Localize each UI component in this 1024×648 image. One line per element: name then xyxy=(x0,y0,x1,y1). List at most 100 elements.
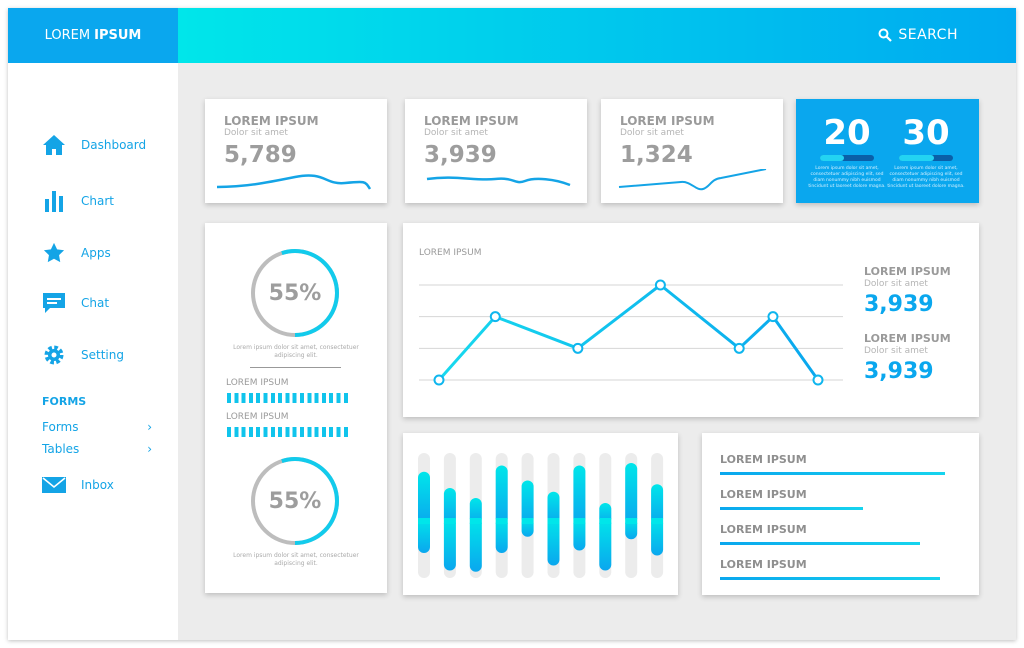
bar-label: LOREM IPSUM xyxy=(226,412,289,422)
gear-icon xyxy=(42,343,66,367)
bar-join xyxy=(573,518,586,524)
data-point xyxy=(433,374,445,386)
sidebar-item-tables[interactable]: Tables › xyxy=(42,442,152,456)
stat-title: LOREM IPSUM xyxy=(424,114,519,128)
search-button[interactable]: SEARCH xyxy=(878,27,958,43)
stat-title: LOREM IPSUM xyxy=(620,114,715,128)
bar-upper xyxy=(573,465,586,524)
stat-card: LOREM IPSUM Dolor sit amet 3,939 xyxy=(405,99,587,203)
sidebar: Dashboard Chart Apps Chat Setting FORMS … xyxy=(8,63,178,640)
stat-subtitle: Dolor sit amet xyxy=(224,128,288,138)
data-point xyxy=(767,311,779,323)
star-icon xyxy=(42,241,66,265)
forms-section-heading: FORMS xyxy=(42,395,87,408)
sidebar-item-label: Inbox xyxy=(81,478,114,492)
bar-lower xyxy=(599,518,612,571)
bar-upper xyxy=(521,480,534,524)
sparkline xyxy=(618,169,767,191)
metric-subtitle: Dolor sit amet xyxy=(864,279,928,289)
bar-chart-card xyxy=(403,433,678,595)
metric-subtitle: Dolor sit amet xyxy=(864,346,928,356)
list-item-label: LOREM IPSUM xyxy=(720,523,807,536)
counter-text: Lorem ipsum dolor sit amet, consectetuer… xyxy=(808,166,886,189)
chevron-right-icon: › xyxy=(147,420,152,434)
bar-upper xyxy=(443,488,456,524)
line-chart-card: LOREM IPSUM LOREM IPSUM Dolor sit amet 3… xyxy=(403,223,979,417)
brand-bold: IPSUM xyxy=(94,28,142,43)
sidebar-item-label: Setting xyxy=(81,348,124,362)
list-item-label: LOREM IPSUM xyxy=(720,558,807,571)
sidebar-item-label: Dashboard xyxy=(81,138,147,152)
bar-join xyxy=(469,518,482,524)
list-item-label: LOREM IPSUM xyxy=(720,453,807,466)
bar-join xyxy=(547,518,560,524)
counter-value: 30 xyxy=(902,113,950,153)
stat-card: LOREM IPSUM Dolor sit amet 5,789 xyxy=(205,99,387,203)
bar-upper xyxy=(469,498,482,524)
data-point xyxy=(654,279,666,291)
ring-caption: Lorem ipsum dolor sit amet, consectetuer… xyxy=(233,344,359,359)
bar-chart xyxy=(418,453,664,578)
list-item-bar xyxy=(720,507,863,510)
sidebar-item-forms[interactable]: Forms › xyxy=(42,420,152,434)
stat-subtitle: Dolor sit amet xyxy=(424,128,488,138)
search-icon xyxy=(878,28,893,42)
sidebar-item-setting[interactable]: Setting xyxy=(42,343,124,367)
sparkline xyxy=(216,174,372,190)
chart-title: LOREM IPSUM xyxy=(419,248,482,258)
sparkline xyxy=(426,176,571,187)
stat-subtitle: Dolor sit amet xyxy=(620,128,684,138)
data-point xyxy=(733,342,745,354)
stat-value: 5,789 xyxy=(224,142,297,168)
list-item-bar xyxy=(720,472,945,475)
bar-chart-icon xyxy=(42,189,66,213)
tick-bar xyxy=(227,427,351,437)
stat-card: LOREM IPSUM Dolor sit amet 1,324 xyxy=(601,99,783,203)
bar-lower xyxy=(651,518,664,556)
tick-bar xyxy=(227,393,351,403)
divider xyxy=(250,367,341,368)
line-series xyxy=(437,283,820,381)
ring-fill xyxy=(251,249,339,337)
brand-light: LOREM xyxy=(44,28,91,43)
bar-lower xyxy=(573,518,586,551)
progress-ring: 55% xyxy=(249,455,341,547)
ring-percent: 55% xyxy=(268,280,322,306)
bar-upper xyxy=(547,491,560,524)
counters-card: 20 Lorem ipsum dolor sit amet, consectet… xyxy=(796,99,979,203)
sidebar-item-chat[interactable]: Chat xyxy=(42,291,109,315)
search-label: SEARCH xyxy=(898,27,958,43)
bar-join xyxy=(651,518,664,524)
chat-icon xyxy=(42,291,66,315)
bar-upper xyxy=(625,463,638,524)
bar-label: LOREM IPSUM xyxy=(226,378,289,388)
metric-value: 3,939 xyxy=(864,359,934,384)
counter-value: 20 xyxy=(823,113,871,153)
bar-lower xyxy=(469,518,482,572)
sidebar-item-inbox[interactable]: Inbox xyxy=(42,473,114,497)
mail-icon xyxy=(42,473,66,497)
stat-value: 1,324 xyxy=(620,142,693,168)
list-item-bar xyxy=(720,542,920,545)
list-card: LOREM IPSUM LOREM IPSUM LOREM IPSUM LOREM I… xyxy=(702,433,979,595)
sidebar-item-label: Apps xyxy=(81,246,111,260)
bar-lower xyxy=(443,518,456,571)
bar-upper xyxy=(495,465,508,524)
brand-logo: LOREM IPSUM xyxy=(8,8,178,63)
ring-caption: Lorem ipsum dolor sit amet, consectetuer… xyxy=(233,552,359,567)
sidebar-item-apps[interactable]: Apps xyxy=(42,241,111,265)
stat-title: LOREM IPSUM xyxy=(224,114,319,128)
metric-title: LOREM IPSUM xyxy=(864,265,951,278)
bar-join xyxy=(599,518,612,524)
sidebar-item-chart[interactable]: Chart xyxy=(42,189,114,213)
bar-upper xyxy=(418,471,430,524)
chevron-right-icon: › xyxy=(147,442,152,456)
progress-ring: 55% xyxy=(249,247,341,339)
list-item-bar xyxy=(720,577,940,580)
sidebar-item-dashboard[interactable]: Dashboard xyxy=(42,133,146,157)
bar-join xyxy=(443,518,456,524)
counter-progress xyxy=(899,155,953,161)
bar-join xyxy=(625,518,638,524)
data-point xyxy=(489,311,501,323)
sidebar-item-label: Forms xyxy=(42,420,79,434)
